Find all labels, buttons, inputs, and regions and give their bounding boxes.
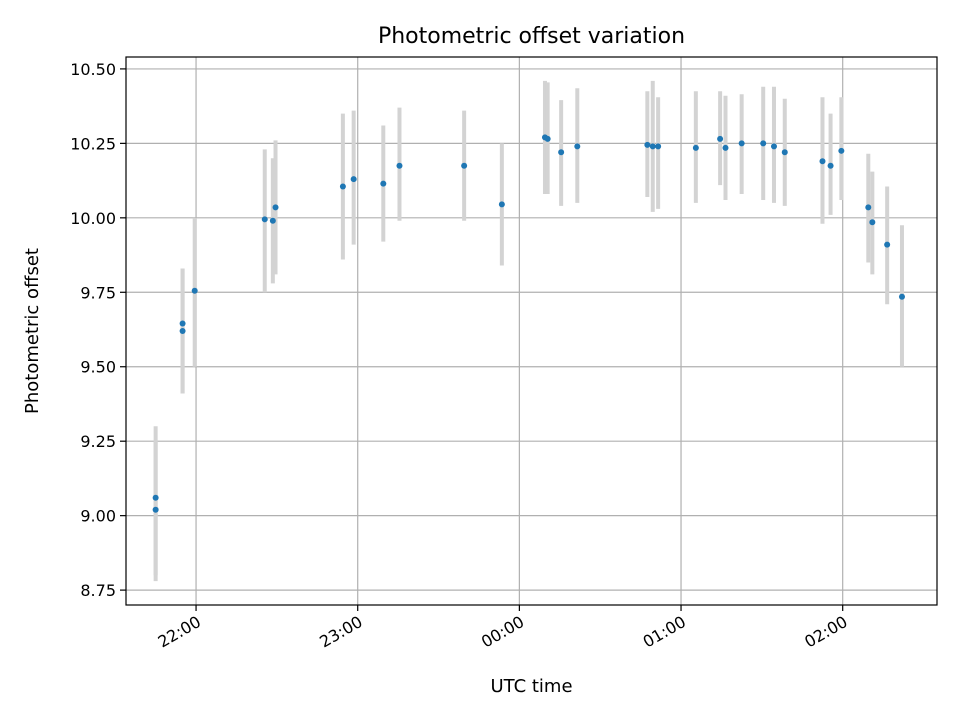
data-point [461,162,468,169]
data-point [179,320,186,327]
data-point [574,143,581,150]
data-points [152,134,905,513]
data-point [655,143,662,150]
data-point [819,158,826,165]
data-point [898,293,905,300]
data-point [544,135,551,142]
plot-frame [125,56,938,606]
data-point [261,216,268,223]
y-tick-label: 9.25 [80,432,116,451]
data-point [649,143,656,150]
data-point [152,506,159,513]
data-point [191,287,198,294]
data-point [738,140,745,147]
y-tick-label: 9.75 [80,283,116,302]
data-point [152,494,159,501]
data-point [498,201,505,208]
data-point [760,140,767,147]
data-point [838,147,845,154]
data-point [339,183,346,190]
data-point [269,217,276,224]
data-point [865,204,872,211]
data-point [179,328,186,334]
data-point [558,149,565,156]
data-point [350,176,357,183]
y-axis-label: Photometric offset [22,248,43,414]
data-point [380,180,387,187]
y-tick-label: 10.25 [70,134,116,153]
data-point [692,144,699,151]
y-tick-label: 9.50 [80,358,116,377]
y-tick-label: 9.00 [80,507,116,526]
data-point [644,141,651,148]
y-tick-label: 10.00 [70,209,116,228]
y-axis: 8.75 9.00 9.25 9.50 9.75 10.00 10.25 10.50 [70,60,126,600]
data-point [884,241,891,248]
y-tick-label: 10.50 [70,60,116,79]
y-tick-label: 8.75 [80,581,116,600]
data-point [827,162,834,169]
data-point [396,162,403,169]
x-axis-label: UTC time [490,676,572,697]
data-point [272,204,279,211]
data-point [717,135,724,142]
data-point [722,144,729,151]
grid [126,57,937,605]
data-point [781,149,788,156]
data-point [770,143,777,150]
chart-title: Photometric offset variation [378,24,685,49]
data-point [869,219,876,226]
